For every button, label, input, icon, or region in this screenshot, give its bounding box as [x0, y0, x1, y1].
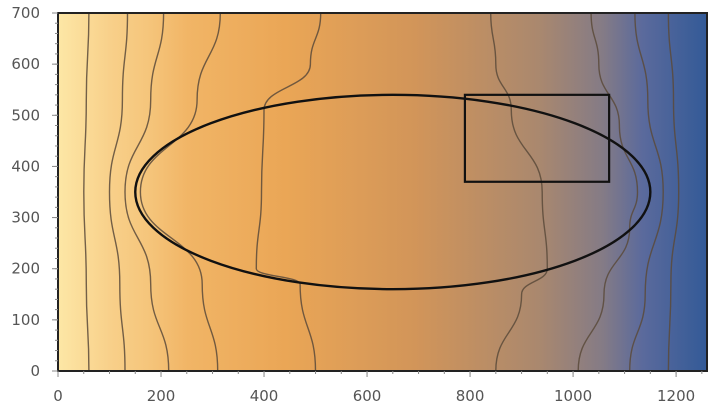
axes: 0 200 400 600 800 1000 1200 0 100 200 300 400 500 600…	[11, 4, 703, 405]
x-tick-label: 1200	[657, 387, 695, 405]
x-tick-label: 1000	[554, 387, 592, 405]
y-tick-label: 300	[11, 209, 40, 227]
contour-lines	[83, 13, 680, 371]
y-tick-label: 200	[11, 260, 40, 278]
x-tick-label: 200	[147, 387, 176, 405]
overlay-shapes	[134, 93, 652, 291]
ellipse-region	[134, 93, 652, 291]
y-tick-label: 700	[11, 4, 40, 22]
x-tick-label: 600	[353, 387, 382, 405]
plot-area	[58, 13, 707, 371]
contour-line-1	[83, 13, 90, 371]
contour-line-9	[667, 13, 680, 371]
contour-line-3	[124, 13, 170, 371]
contour-line-7	[577, 13, 639, 371]
y-tick-label: 100	[11, 311, 40, 329]
y-tick-label: 600	[11, 55, 40, 73]
plot-frame	[57, 12, 708, 372]
y-tick-label: 400	[11, 157, 40, 175]
contour-line-8	[629, 13, 664, 371]
rectangle-region	[463, 93, 611, 183]
x-tick-label: 400	[250, 387, 279, 405]
contour-line-4	[139, 13, 221, 371]
y-tick-label: 500	[11, 106, 40, 124]
y-tick-label: 0	[30, 362, 40, 380]
contour-line-6	[490, 13, 549, 371]
x-tick-label: 0	[53, 387, 63, 405]
contour-line-2	[108, 13, 129, 371]
contour-line-5	[255, 13, 322, 371]
x-tick-label: 800	[456, 387, 485, 405]
